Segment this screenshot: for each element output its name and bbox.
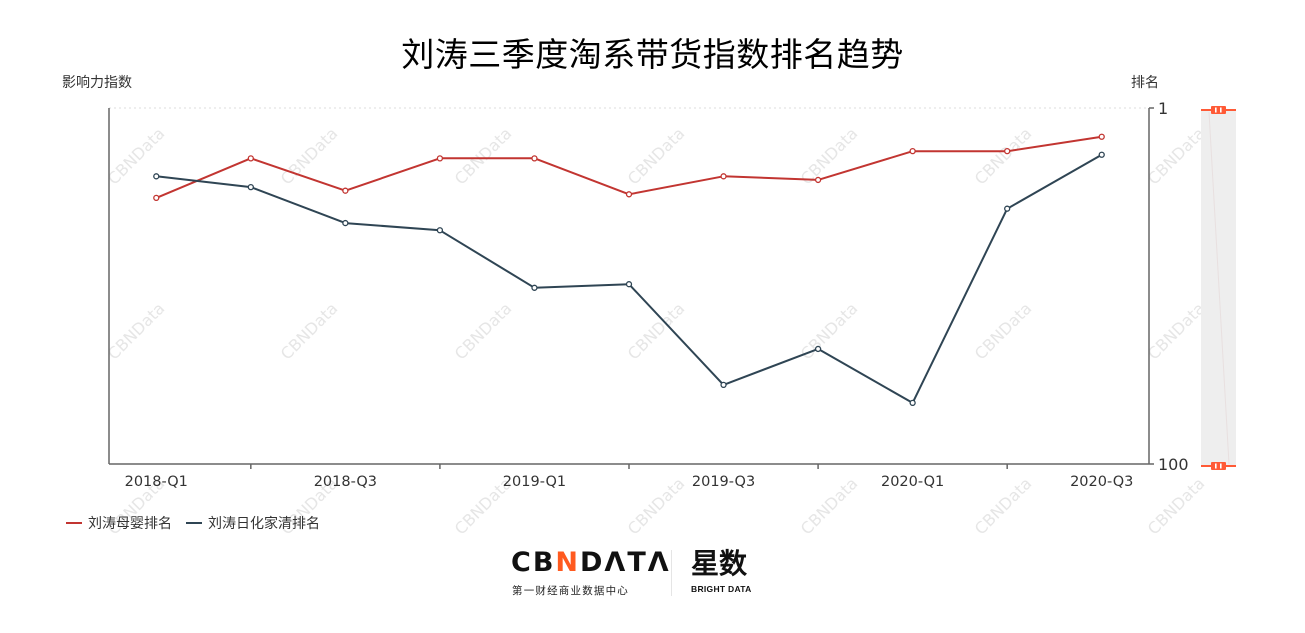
watermark-text: CBNData — [104, 124, 169, 189]
watermark-text: CBNData — [104, 299, 169, 364]
data-point[interactable] — [247, 155, 254, 162]
watermark-text: CBNData — [797, 474, 862, 539]
data-point[interactable] — [1004, 205, 1011, 212]
data-point[interactable] — [436, 155, 444, 162]
legend-swatch-dark — [186, 522, 202, 524]
x-tick-label: 2020-Q3 — [1070, 474, 1133, 490]
data-point[interactable] — [909, 399, 916, 407]
data-point[interactable] — [1098, 151, 1105, 158]
legend-swatch-red — [66, 522, 82, 524]
data-point[interactable] — [436, 227, 444, 234]
watermark-text: CBNData — [277, 299, 342, 364]
footer-logo: CBNDΛTΛ 第一财经商业数据中心 星数 BRIGHT DATA — [511, 548, 771, 600]
data-point[interactable] — [720, 381, 727, 389]
legend-label: 刘涛日化家清排名 — [208, 516, 320, 532]
data-point[interactable] — [247, 183, 254, 191]
logo-divider — [671, 550, 672, 596]
data-point[interactable] — [814, 176, 822, 184]
watermark-text: CBNData — [971, 474, 1036, 539]
watermark-text: CBNData — [624, 474, 689, 539]
watermark-text: CBNData — [1144, 474, 1209, 539]
legend: 刘涛母婴排名 刘涛日化家清排名 — [66, 513, 334, 533]
data-point[interactable] — [531, 284, 538, 291]
watermark-text: CBNData — [624, 124, 689, 189]
datazoom-preview-line — [1208, 111, 1230, 465]
watermark-text: CBNData — [1144, 124, 1209, 189]
datazoom-top-handle[interactable] — [1211, 106, 1226, 114]
data-point[interactable] — [153, 173, 160, 180]
x-tick-label: 2020-Q1 — [881, 474, 944, 490]
bright-data-logo-cn: 星数 — [691, 547, 748, 580]
axes-layer: 1 100 2018-Q1 2018-Q3 2019-Q1 2019-Q3 2020-Q1 2… — [108, 99, 1189, 490]
x-tick-label: 2019-Q3 — [692, 474, 755, 490]
data-point[interactable] — [909, 148, 916, 155]
data-point[interactable] — [342, 187, 349, 194]
right-axis-name: 排名 — [1131, 75, 1159, 91]
data-point[interactable] — [531, 155, 538, 162]
watermark-text: CBNData — [624, 299, 689, 364]
left-axis-name: 影响力指数 — [62, 75, 132, 91]
data-point[interactable] — [625, 191, 633, 198]
datazoom-slider[interactable] — [1201, 106, 1236, 470]
watermark-layer: CBNData CBNData CBNData CBNData CBNData CBNDa… — [104, 124, 1209, 539]
x-tick-label: 2019-Q1 — [503, 474, 566, 490]
x-tick-label: 2018-Q3 — [314, 474, 377, 490]
data-point[interactable] — [1098, 133, 1105, 140]
datazoom-bottom-handle[interactable] — [1211, 462, 1226, 470]
chart-title: 刘涛三季度淘系带货指数排名趋势 — [401, 35, 904, 74]
cbndata-logo: CBNDΛTΛ — [511, 547, 671, 578]
watermark-text: CBNData — [451, 299, 516, 364]
series-layer — [153, 133, 1105, 407]
data-point[interactable] — [720, 173, 727, 180]
x-tick-label: 2018-Q1 — [125, 474, 188, 490]
watermark-text: CBNData — [451, 124, 516, 189]
legend-label: 刘涛母婴排名 — [88, 516, 172, 532]
data-point[interactable] — [814, 345, 822, 353]
legend-item-household[interactable]: 刘涛日化家清排名 — [186, 513, 320, 533]
watermark-text: CBNData — [971, 124, 1036, 189]
watermark-text: CBNData — [971, 299, 1036, 364]
watermark-text: CBNData — [1144, 299, 1209, 364]
bright-data-logo-en: BRIGHT DATA — [691, 584, 752, 594]
data-point[interactable] — [153, 194, 160, 202]
y-tick-label: 1 — [1158, 99, 1168, 118]
cbndata-subtitle: 第一财经商业数据中心 — [512, 585, 629, 597]
data-point[interactable] — [342, 219, 349, 227]
y-tick-label: 100 — [1158, 455, 1189, 474]
legend-item-maternal[interactable]: 刘涛母婴排名 — [66, 513, 172, 533]
data-point[interactable] — [1004, 148, 1011, 155]
data-point[interactable] — [625, 281, 633, 288]
